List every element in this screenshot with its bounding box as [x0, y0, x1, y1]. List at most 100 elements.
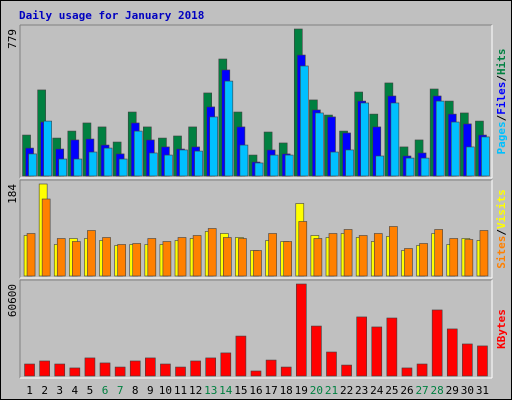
- bar: [477, 345, 488, 377]
- x-tick-label: 17: [264, 384, 277, 397]
- bar: [326, 351, 337, 377]
- bar: [298, 221, 308, 277]
- bar: [481, 136, 490, 177]
- x-tick-label: 18: [280, 384, 293, 397]
- bar: [446, 328, 458, 377]
- legend-separator: /: [495, 229, 508, 236]
- bar: [175, 366, 186, 377]
- legend-entry: Pages: [495, 121, 508, 154]
- bar: [295, 283, 307, 377]
- x-tick-label: 28: [431, 384, 444, 397]
- bar: [118, 158, 128, 177]
- bar: [462, 343, 473, 377]
- bar: [147, 238, 157, 277]
- bar: [419, 243, 428, 277]
- y-tick-label: 779: [6, 29, 19, 49]
- bar: [239, 144, 249, 177]
- y-tick-label: 60600: [6, 284, 19, 317]
- x-tick-label: 8: [132, 384, 139, 397]
- bar: [223, 237, 232, 277]
- x-tick-label: 21: [325, 384, 338, 397]
- bar: [479, 230, 489, 277]
- x-tick-label: 22: [340, 384, 353, 397]
- bar: [72, 241, 81, 277]
- bar: [464, 239, 474, 277]
- chart-title: Daily usage for January 2018: [19, 9, 204, 22]
- bar: [88, 151, 98, 177]
- legend-entry: KBytes: [495, 309, 508, 349]
- bar: [345, 149, 354, 177]
- bar: [224, 80, 234, 177]
- x-tick-label: 13: [204, 384, 217, 397]
- bar: [360, 102, 369, 177]
- x-tick-label: 30: [461, 384, 474, 397]
- bar: [390, 102, 400, 177]
- bar: [24, 363, 35, 377]
- legend-entry: Files: [495, 82, 508, 115]
- bar: [358, 235, 368, 277]
- x-tick-label: 31: [476, 384, 489, 397]
- x-tick-label: 20: [310, 384, 323, 397]
- bar: [69, 367, 81, 377]
- x-tick-label: 3: [56, 384, 63, 397]
- bar: [330, 151, 339, 177]
- x-tick-label: 25: [385, 384, 398, 397]
- bar: [132, 243, 142, 277]
- bar: [434, 229, 443, 277]
- legend-entry: Hits: [495, 49, 508, 76]
- bar: [87, 230, 96, 277]
- bar: [253, 250, 262, 277]
- bar: [145, 357, 156, 377]
- bar: [401, 367, 413, 377]
- x-tick-label: 14: [219, 384, 233, 397]
- legend-entry: Sites: [495, 236, 508, 269]
- x-tick-label: 6: [102, 384, 109, 397]
- bar: [386, 317, 398, 377]
- bar: [265, 359, 277, 377]
- bar: [416, 363, 428, 377]
- x-tick-label: 15: [234, 384, 247, 397]
- x-tick-label: 7: [117, 384, 124, 397]
- bar: [280, 366, 292, 377]
- bar: [311, 325, 322, 377]
- bar: [205, 357, 217, 377]
- bar: [284, 154, 294, 177]
- legend: KBytes: [495, 309, 508, 349]
- x-tick-label: 11: [174, 384, 187, 397]
- bar: [194, 150, 203, 177]
- bar: [149, 152, 158, 177]
- bar: [177, 237, 187, 277]
- bar: [315, 112, 324, 177]
- bar: [41, 198, 51, 277]
- bar: [164, 154, 173, 177]
- bar: [43, 120, 52, 177]
- bar: [389, 226, 398, 277]
- bar: [220, 352, 232, 377]
- x-tick-label: 26: [400, 384, 413, 397]
- bar: [209, 116, 219, 177]
- x-tick-label: 23: [355, 384, 368, 397]
- bar: [162, 241, 172, 277]
- legend-entry: Visits: [495, 189, 508, 229]
- x-tick-label: 10: [159, 384, 172, 397]
- bar: [73, 158, 83, 177]
- bar: [102, 237, 111, 277]
- bar: [268, 233, 277, 277]
- bar: [192, 235, 202, 277]
- x-tick-label: 24: [370, 384, 384, 397]
- bar: [375, 155, 385, 177]
- bar: [435, 100, 445, 177]
- x-tick-label: 16: [249, 384, 262, 397]
- x-tick-label: 12: [189, 384, 202, 397]
- bar: [207, 228, 217, 277]
- bar: [373, 233, 383, 277]
- x-tick-label: 9: [147, 384, 154, 397]
- bar: [254, 162, 264, 177]
- bar: [341, 364, 352, 377]
- bar: [54, 363, 66, 377]
- bar: [313, 238, 323, 277]
- bar: [250, 370, 262, 377]
- bar: [405, 157, 415, 177]
- x-tick-label: 27: [415, 384, 428, 397]
- bar: [238, 238, 247, 277]
